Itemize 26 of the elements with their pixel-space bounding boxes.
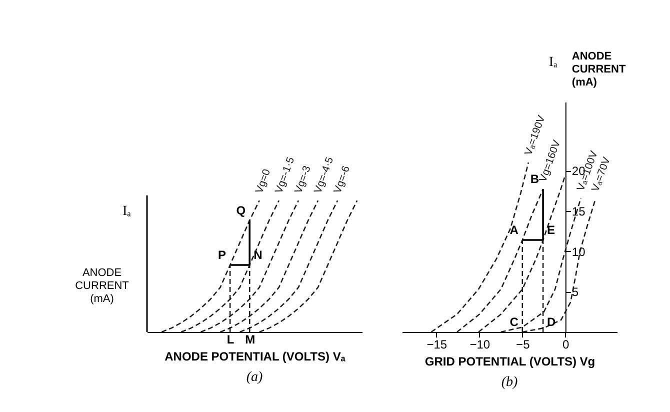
x-tick-label: −5: [516, 338, 530, 352]
x-tick-label: L: [226, 332, 234, 346]
annotation: N: [254, 248, 262, 262]
annotation: C: [510, 315, 519, 329]
annotation: Q: [236, 203, 246, 218]
y-axis-title: ANODE CURRENT (mA): [75, 266, 130, 305]
y-axis-title: ANODE CURRENT (mA): [572, 50, 626, 88]
annotation: D: [547, 315, 556, 329]
text: (a): [246, 370, 263, 385]
x-tick-label: M: [245, 332, 256, 346]
text: (b): [501, 375, 518, 390]
text: Vg=0: [253, 167, 274, 196]
text: Vg=-6: [332, 164, 353, 196]
x-axis-title: GRID POTENTIAL (VOLTS) Vg: [424, 354, 596, 368]
annotation: P: [218, 248, 226, 262]
x-axis-title: ANODE POTENTIAL (VOLTS) Vₐ: [164, 350, 346, 364]
text: Iₐ: [548, 55, 558, 70]
annotation: A: [510, 223, 519, 237]
text: Iₐ: [122, 204, 132, 220]
x-tick-label: −15: [426, 338, 448, 352]
annotation: B: [530, 172, 540, 186]
x-tick-label: −10: [470, 338, 490, 352]
annotation: E: [547, 223, 556, 237]
y-tick-label: 15: [572, 204, 586, 218]
text: Vg=-3: [292, 164, 314, 196]
x-tick-label: 0: [562, 338, 570, 352]
